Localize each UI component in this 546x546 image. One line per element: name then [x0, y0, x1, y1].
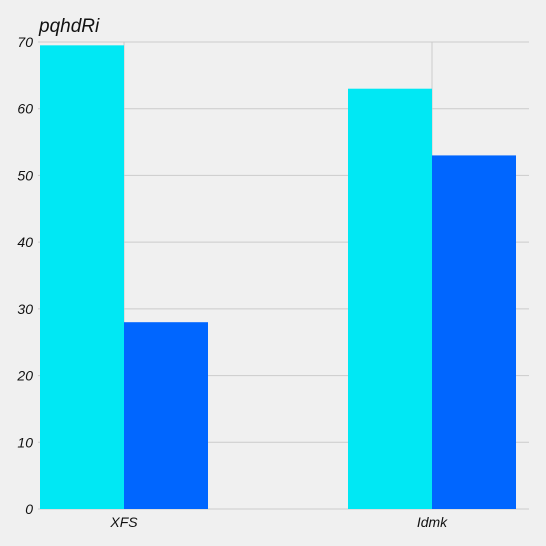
y-tick-label-5: 50 — [17, 167, 33, 183]
x-tick-label-idmk: Idmk — [417, 514, 448, 530]
bar-series1-xfs — [40, 45, 124, 509]
y-tick-label-7: 70 — [17, 34, 33, 50]
bar-series1-idmk — [348, 88, 432, 509]
bar-series2-idmk — [432, 155, 516, 509]
y-tick-label-6: 60 — [17, 101, 33, 117]
y-tick-label-1: 10 — [17, 434, 33, 450]
bar-layer — [40, 45, 516, 509]
y-tick-label-3: 30 — [17, 301, 33, 317]
bar-series2-xfs — [124, 322, 208, 509]
x-tick-label-xfs: XFS — [109, 514, 138, 530]
chart-title: pqhdRi — [38, 16, 100, 37]
y-tick-layer: 0 10 20 30 40 50 60 70 — [16, 34, 33, 517]
x-tick-layer: XFS Idmk — [109, 514, 448, 530]
y-tick-label-2: 20 — [16, 368, 33, 384]
y-tick-label-4: 40 — [17, 234, 33, 250]
y-tick-label-0: 0 — [25, 501, 33, 517]
